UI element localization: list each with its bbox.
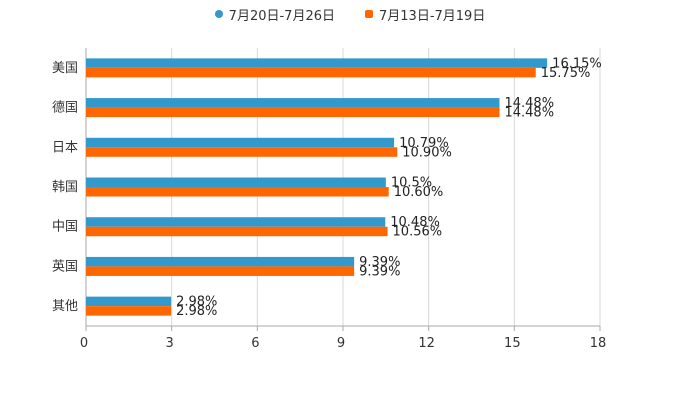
y-category-label: 日本 [52, 140, 78, 155]
legend-marker-series-1 [214, 10, 223, 18]
y-category-label: 英国 [52, 259, 78, 274]
bar-series-2[interactable] [86, 306, 172, 316]
bar-series-1[interactable] [86, 217, 386, 227]
y-category-label: 其他 [52, 299, 78, 314]
x-tick-label: 3 [166, 336, 174, 351]
data-label-series-1: 10.48% [390, 215, 440, 230]
data-label-series-2: 9.39% [359, 264, 400, 279]
y-category-label: 德国 [52, 101, 78, 116]
bar-series-1[interactable] [86, 98, 500, 108]
legend-item-series-1[interactable]: 7月20日-7月26日 [214, 5, 335, 24]
data-label-series-1: 9.39% [359, 255, 400, 270]
data-label-series-2: 14.48% [504, 106, 554, 121]
data-label-series-2: 2.98% [176, 304, 217, 319]
x-tick-label: 9 [337, 336, 345, 351]
x-tick-label: 12 [418, 336, 435, 351]
bar-series-1[interactable] [86, 177, 386, 188]
data-label-series-1: 2.98% [176, 295, 217, 310]
y-category-label: 美国 [52, 61, 78, 76]
data-label-series-2: 15.75% [541, 66, 591, 81]
y-category-label: 韩国 [52, 180, 78, 195]
y-category-label: 中国 [52, 220, 78, 235]
data-label-series-2: 10.56% [393, 225, 443, 240]
data-label-series-1: 10.79% [399, 136, 449, 151]
legend-item-series-2[interactable]: 7月13日-7月19日 [365, 5, 485, 24]
bar-series-2[interactable] [86, 266, 355, 276]
data-label-series-1: 10.5% [391, 176, 432, 191]
bar-series-1[interactable] [86, 58, 548, 68]
bar-series-1[interactable] [86, 256, 355, 267]
bar-series-2[interactable] [86, 107, 500, 118]
legend: 7月20日-7月26日 7月13日-7月19日 [0, 4, 700, 24]
data-label-series-2: 10.60% [394, 185, 444, 200]
legend-label-series-1: 7月20日-7月26日 [228, 8, 335, 24]
bar-series-1[interactable] [86, 296, 172, 307]
legend-label-series-2: 7月13日-7月19日 [379, 8, 486, 24]
legend-marker-series-2 [365, 10, 373, 18]
x-tick-label: 6 [251, 336, 259, 351]
bar-series-2[interactable] [86, 67, 536, 78]
data-label-series-1: 14.48% [504, 96, 554, 111]
bar-series-1[interactable] [86, 137, 395, 148]
x-tick-label: 15 [504, 336, 521, 351]
data-label-series-2: 10.90% [402, 145, 452, 160]
x-tick-label: 0 [80, 336, 88, 351]
bar-series-2[interactable] [86, 147, 398, 157]
bar-series-2[interactable] [86, 187, 389, 197]
data-label-series-1: 16.15% [552, 56, 602, 71]
x-tick-label: 18 [590, 336, 607, 351]
bar-series-2[interactable] [86, 226, 388, 237]
